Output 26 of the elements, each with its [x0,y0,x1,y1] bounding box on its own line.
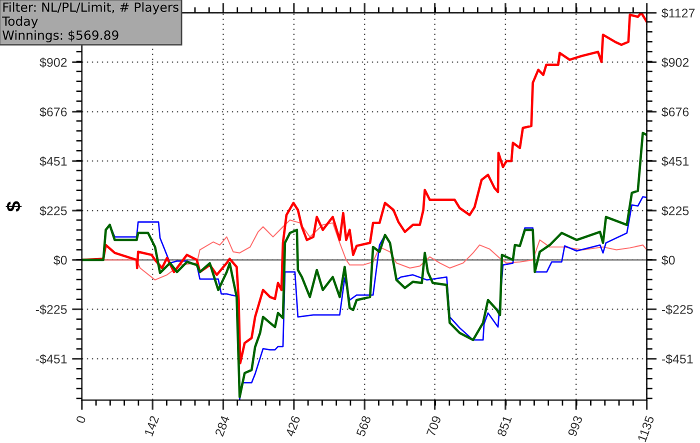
y-tick-label: -$225 [36,304,67,315]
y2-tick-label: $0 [662,255,675,266]
x-tick-label: 284 [214,415,230,437]
y-axis-title: $ [6,201,22,212]
y2-tick-label: $225 [662,206,689,216]
y2-tick-label: -$225 [662,304,693,315]
y-tick-label: $225 [40,206,67,216]
x-tick-label: 709 [426,415,442,437]
y2-tick-label: $902 [662,57,689,68]
y-tick-label: $676 [40,107,67,118]
y-tick-label: $451 [40,156,67,166]
y-tick-label: -$451 [36,354,67,364]
x-tick-label: 851 [496,415,512,437]
y2-tick-label: $451 [662,156,689,166]
x-tick-label: 993 [568,415,583,437]
y-tick-label: $902 [40,57,67,68]
y2-tick-label: $676 [662,107,689,118]
x-tick-label: 142 [144,415,159,436]
y2-tick-label: $1127 [662,8,695,18]
x-tick-label: 426 [285,415,300,438]
y2-tick-label: -$451 [662,354,693,364]
x-tick-label: 0 [76,415,86,424]
y-tick-label: $0 [54,255,67,266]
x-tick-label: 1135 [637,415,654,442]
annotation: Filter: NL/PL/Limit, # Players Today Winnings: $569.89 [2,2,178,42]
x-tick-label: 568 [356,415,372,437]
